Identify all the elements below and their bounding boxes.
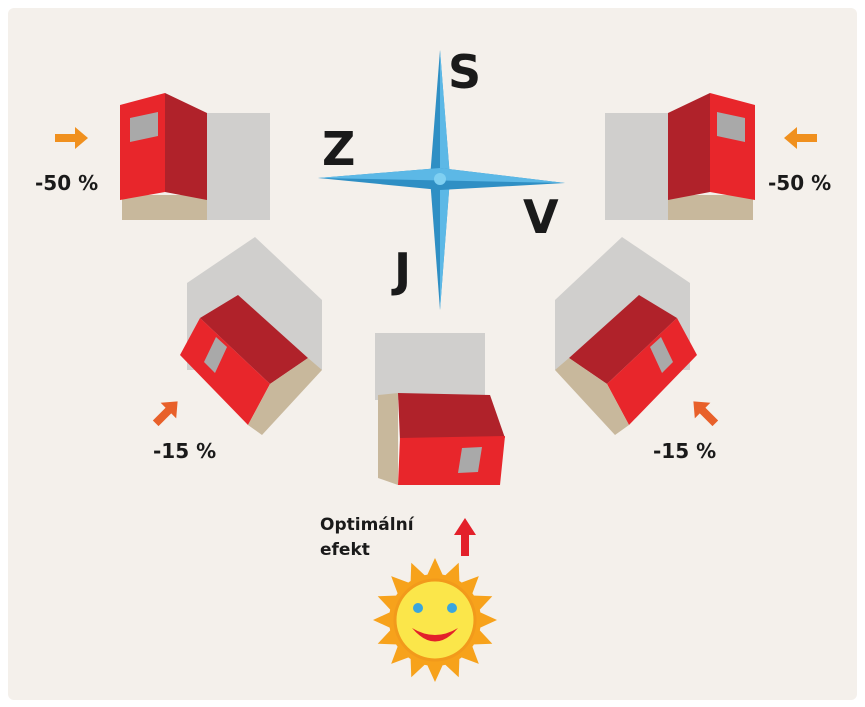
compass-west: Z [322,122,355,176]
loss-label: -15 % [153,439,216,463]
loss-label: -15 % [653,439,716,463]
optimal-label: efekt [320,540,370,560]
loss-label: -50 % [768,171,831,195]
compass-north: S [448,45,481,99]
optimal-label: Optimální [320,515,415,535]
diagram: S Z V J -50 % -50 % -15 % -15 % Optimáln… [0,0,865,707]
loss-label: -50 % [35,171,98,195]
compass-south: J [391,243,411,297]
compass-east: V [523,190,559,244]
sun [373,558,497,682]
